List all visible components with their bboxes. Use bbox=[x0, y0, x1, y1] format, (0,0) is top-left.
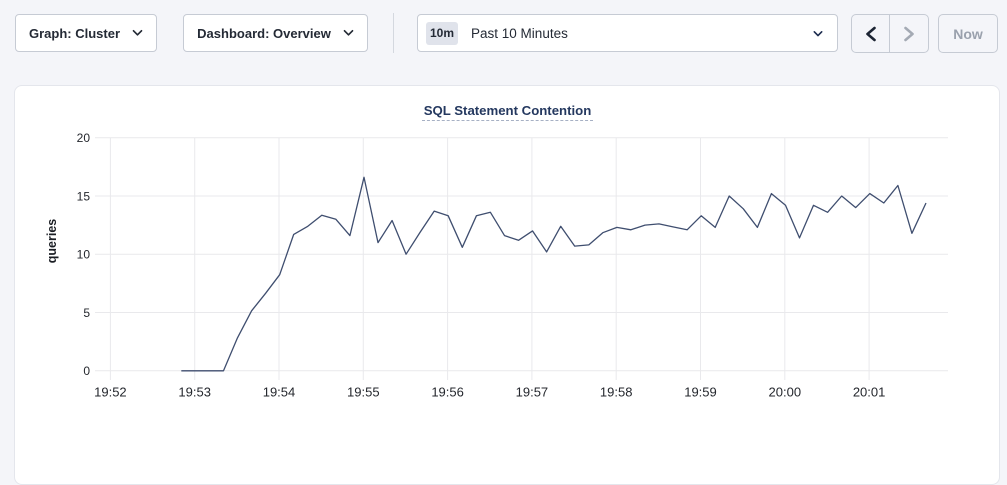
svg-text:19:55: 19:55 bbox=[347, 384, 380, 399]
svg-text:19:57: 19:57 bbox=[516, 384, 549, 399]
svg-text:5: 5 bbox=[83, 306, 90, 320]
svg-text:19:52: 19:52 bbox=[94, 384, 127, 399]
svg-text:20:00: 20:00 bbox=[769, 384, 802, 399]
svg-text:20: 20 bbox=[77, 131, 91, 145]
svg-text:0: 0 bbox=[83, 364, 90, 378]
svg-text:19:56: 19:56 bbox=[431, 384, 464, 399]
svg-text:19:58: 19:58 bbox=[600, 384, 633, 399]
svg-text:19:53: 19:53 bbox=[178, 384, 211, 399]
svg-text:10: 10 bbox=[77, 248, 91, 262]
svg-text:19:59: 19:59 bbox=[684, 384, 717, 399]
svg-text:20:01: 20:01 bbox=[853, 384, 886, 399]
svg-text:19:54: 19:54 bbox=[263, 384, 296, 399]
svg-text:15: 15 bbox=[77, 189, 91, 203]
